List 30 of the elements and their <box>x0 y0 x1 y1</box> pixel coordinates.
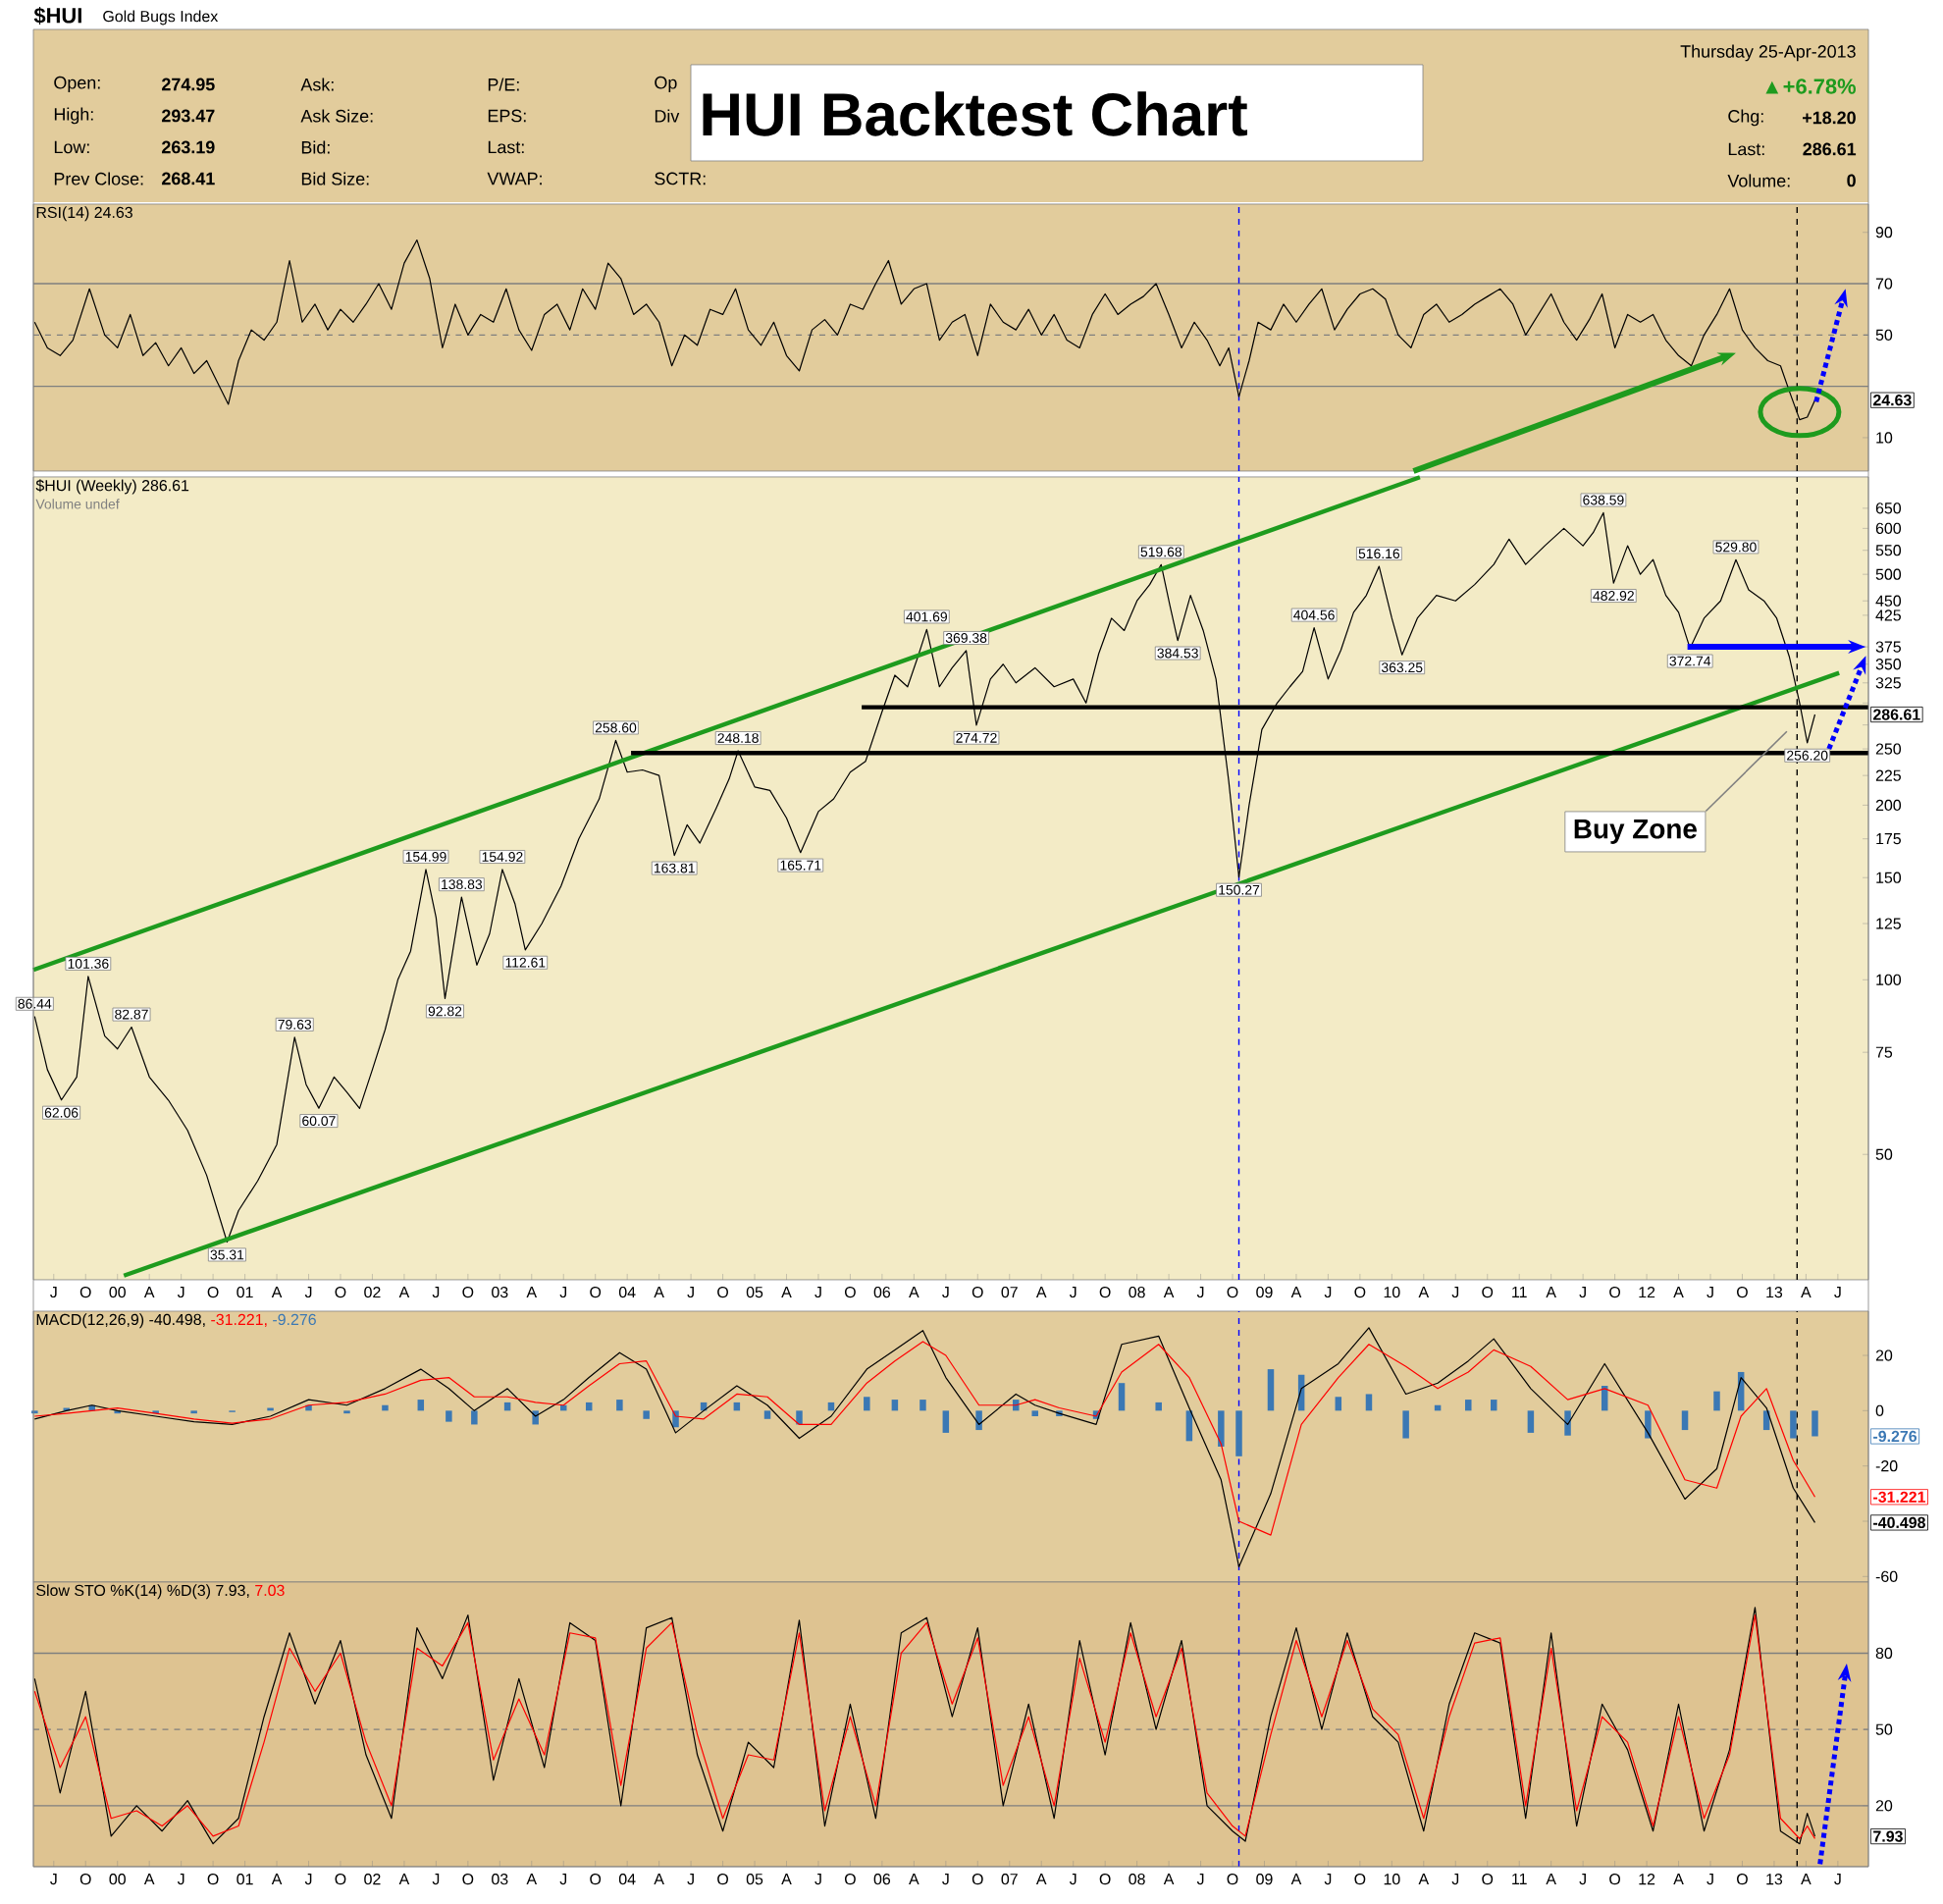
text: 293.47 <box>162 109 215 123</box>
text: Last: <box>488 140 524 154</box>
text: +18.20 <box>1803 111 1856 125</box>
text: 274.95 <box>162 78 215 91</box>
text: Ask Size: <box>300 109 373 123</box>
text: P/E: <box>488 78 519 91</box>
text: Open: <box>54 76 100 93</box>
text: Last: <box>1728 142 1764 156</box>
annotation: Buy Zone <box>1574 819 1697 844</box>
text: SCTR: <box>655 172 706 185</box>
text: 286.61 <box>1803 142 1857 156</box>
text: Thursday 25-Apr-2013 <box>1680 44 1856 62</box>
text: HUI Backtest Chart <box>703 91 1248 136</box>
text: Op <box>655 76 677 93</box>
text: ▲+6.78% <box>1765 79 1857 94</box>
text: 268.41 <box>162 172 215 185</box>
text: High: <box>54 107 93 125</box>
text: Volume: <box>1727 174 1790 187</box>
text: 263.19 <box>162 140 215 154</box>
text: 0 <box>1847 174 1856 187</box>
text: Prev Close: <box>54 172 143 185</box>
text: Div <box>655 109 680 123</box>
text: Low: <box>54 140 89 154</box>
text: Bid Size: <box>301 172 369 185</box>
text: $HUI <box>33 7 81 25</box>
text: Ask: <box>300 78 334 91</box>
text: Bid: <box>301 140 330 154</box>
text: Chg: <box>1728 109 1763 127</box>
text: EPS: <box>488 109 526 123</box>
text: VWAP: <box>487 172 542 185</box>
